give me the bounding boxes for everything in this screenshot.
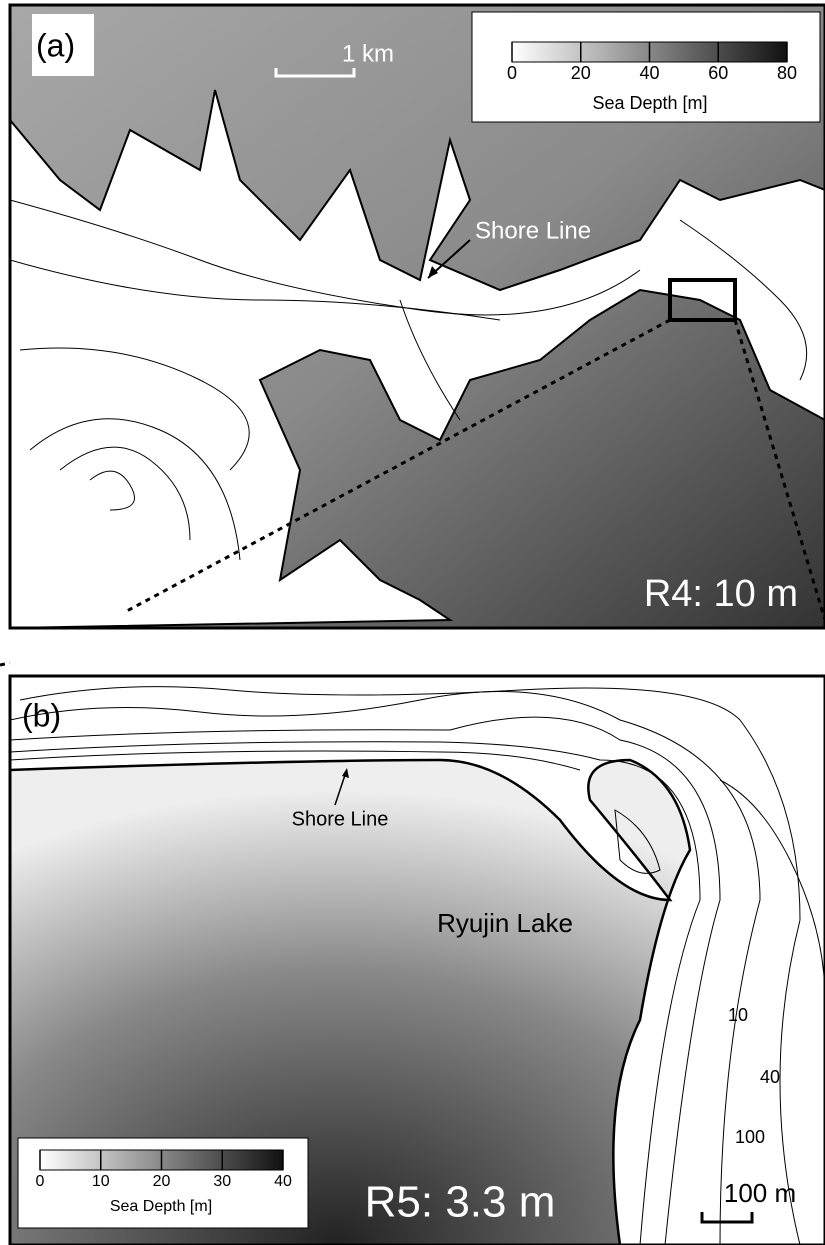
colorbar-label: Sea Depth [m]	[110, 1198, 212, 1215]
colorbar-tick-label: 80	[777, 63, 797, 83]
annotation: Ryujin Lake	[437, 908, 573, 938]
scale-bar	[700, 1212, 754, 1224]
scale-bar-label: 100 m	[724, 1178, 796, 1208]
label-bg	[32, 14, 94, 76]
contours	[10, 686, 825, 1245]
frame	[8, 3, 825, 630]
colorbar-tick-label: 0	[507, 63, 517, 83]
arrowhead	[428, 266, 438, 278]
land	[10, 676, 825, 1245]
colorbar-label: Sea Depth [m]	[592, 93, 707, 113]
panel-label: (a)	[36, 27, 75, 63]
colorbar-tick-label: 30	[213, 1173, 231, 1190]
zoom-line	[124, 318, 671, 614]
colorbar-tick-label: 0	[36, 1173, 45, 1190]
zoom-line	[733, 319, 825, 621]
resolution-label: R4: 10 m	[644, 573, 798, 615]
scale-bar-label: 1 km	[342, 40, 394, 67]
frame	[8, 674, 825, 1245]
arrow	[334, 771, 347, 806]
colorbar-tick-label: 20	[571, 63, 591, 83]
annotation: Shore Line	[292, 808, 389, 830]
contour-label: 100	[735, 1127, 765, 1147]
colorbar-tick-label: 10	[92, 1173, 110, 1190]
zoom-box	[668, 278, 737, 322]
colorbar-box	[471, 11, 821, 123]
arrowhead	[342, 768, 349, 778]
colorbar-tick-label: 40	[274, 1173, 292, 1190]
colorbar-tick-label: 40	[639, 63, 659, 83]
land	[10, 89, 825, 628]
colorbar: Sea Depth [m] 0 20 40 60 80	[471, 11, 821, 123]
resolution-label: R5: 3.3 m	[365, 1178, 556, 1227]
scale-bar	[274, 68, 356, 78]
colorbar-tick-label: 20	[153, 1173, 171, 1190]
zoom-line	[0, 661, 11, 667]
panel-label: (b)	[22, 697, 61, 733]
contour-label: 40	[760, 1067, 780, 1087]
contour-label: 10	[728, 1005, 748, 1025]
colorbar-tick-label: 60	[708, 63, 728, 83]
annotation: Shore Line	[475, 217, 591, 244]
contours	[10, 199, 808, 561]
colorbar: Sea Depth [m] 0 10 20 30 40	[17, 1137, 309, 1229]
